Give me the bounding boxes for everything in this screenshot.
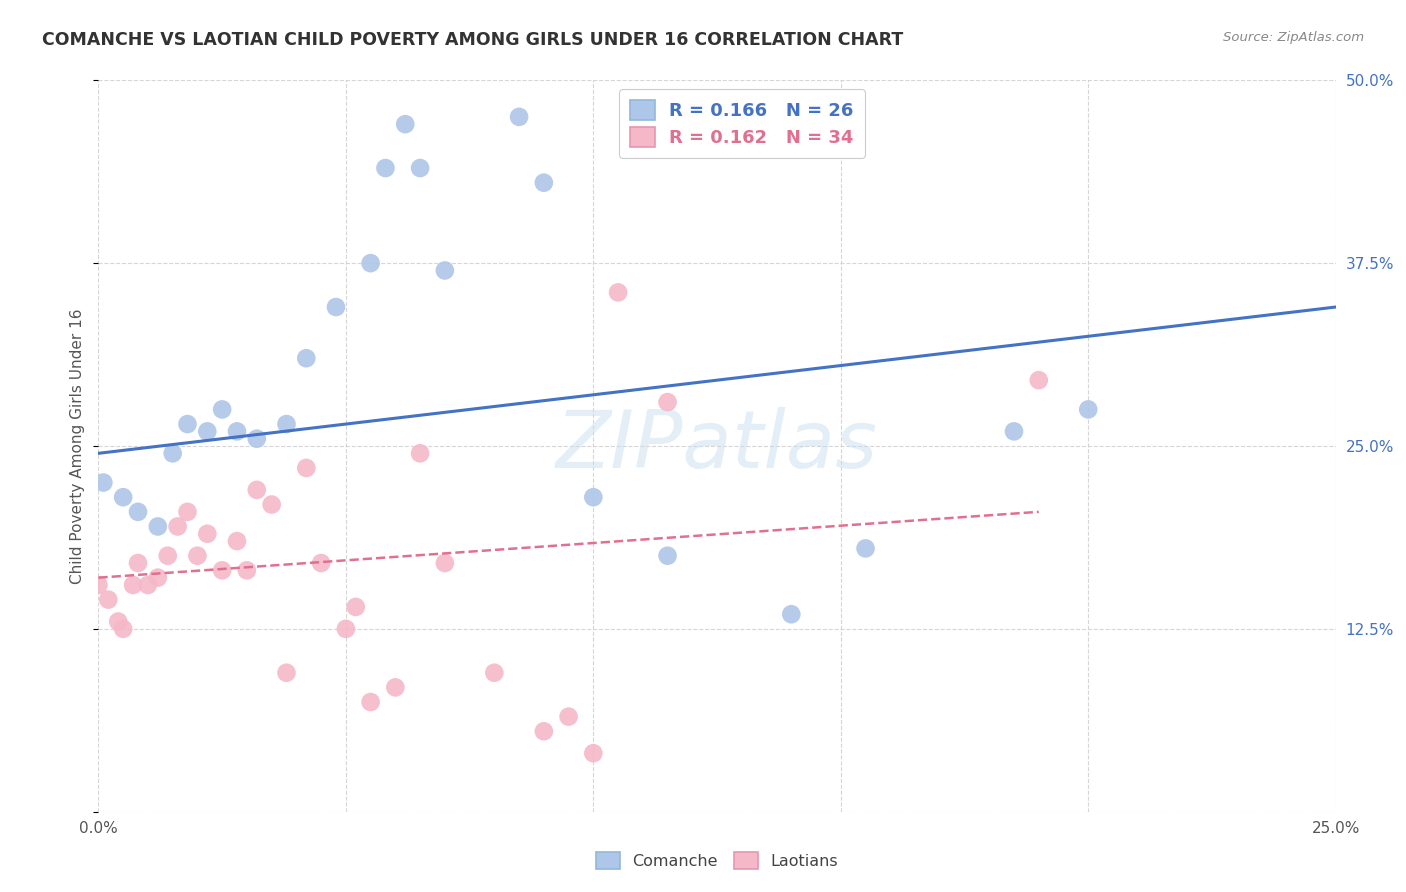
Point bbox=[557, 709, 579, 723]
Point bbox=[146, 519, 169, 533]
Point bbox=[433, 263, 456, 277]
Point bbox=[1002, 425, 1025, 439]
Point bbox=[433, 556, 456, 570]
Point bbox=[93, 475, 115, 490]
Point bbox=[657, 395, 679, 409]
Point bbox=[409, 446, 432, 460]
Point bbox=[360, 695, 382, 709]
Point bbox=[87, 578, 110, 592]
Point bbox=[295, 351, 318, 366]
Point bbox=[1028, 373, 1050, 387]
Point bbox=[146, 571, 169, 585]
Point bbox=[176, 505, 198, 519]
Point bbox=[211, 402, 233, 417]
Point bbox=[394, 117, 416, 131]
Point bbox=[97, 592, 120, 607]
Point bbox=[186, 549, 208, 563]
Point bbox=[166, 519, 188, 533]
Point bbox=[533, 176, 555, 190]
Point bbox=[309, 556, 332, 570]
Point bbox=[657, 549, 679, 563]
Point bbox=[156, 549, 179, 563]
Point bbox=[122, 578, 145, 592]
Point bbox=[360, 256, 382, 270]
Point bbox=[162, 446, 184, 460]
Point bbox=[374, 161, 396, 175]
Point bbox=[260, 498, 283, 512]
Point bbox=[607, 285, 630, 300]
Point bbox=[176, 417, 198, 431]
Point bbox=[195, 425, 218, 439]
Point bbox=[107, 615, 129, 629]
Point bbox=[136, 578, 159, 592]
Point bbox=[384, 681, 406, 695]
Legend: Comanche, Laotians: Comanche, Laotians bbox=[588, 845, 846, 877]
Point bbox=[855, 541, 877, 556]
Point bbox=[344, 599, 367, 614]
Point bbox=[409, 161, 432, 175]
Point bbox=[127, 505, 149, 519]
Point bbox=[211, 563, 233, 577]
Point bbox=[246, 483, 269, 497]
Point bbox=[276, 417, 298, 431]
Point bbox=[325, 300, 347, 314]
Text: Source: ZipAtlas.com: Source: ZipAtlas.com bbox=[1223, 31, 1364, 45]
Point bbox=[246, 432, 269, 446]
Point bbox=[226, 425, 249, 439]
Point bbox=[112, 490, 135, 504]
Point bbox=[195, 526, 218, 541]
Point bbox=[1077, 402, 1099, 417]
Point bbox=[484, 665, 506, 680]
Y-axis label: Child Poverty Among Girls Under 16: Child Poverty Among Girls Under 16 bbox=[70, 309, 86, 583]
Point bbox=[127, 556, 149, 570]
Point bbox=[533, 724, 555, 739]
Point bbox=[276, 665, 298, 680]
Point bbox=[582, 746, 605, 760]
Point bbox=[508, 110, 530, 124]
Point bbox=[335, 622, 357, 636]
Point bbox=[780, 607, 803, 622]
Point bbox=[582, 490, 605, 504]
Text: ZIPatlas: ZIPatlas bbox=[555, 407, 879, 485]
Point bbox=[295, 461, 318, 475]
Text: COMANCHE VS LAOTIAN CHILD POVERTY AMONG GIRLS UNDER 16 CORRELATION CHART: COMANCHE VS LAOTIAN CHILD POVERTY AMONG … bbox=[42, 31, 904, 49]
Point bbox=[236, 563, 259, 577]
Point bbox=[226, 534, 249, 549]
Point bbox=[112, 622, 135, 636]
